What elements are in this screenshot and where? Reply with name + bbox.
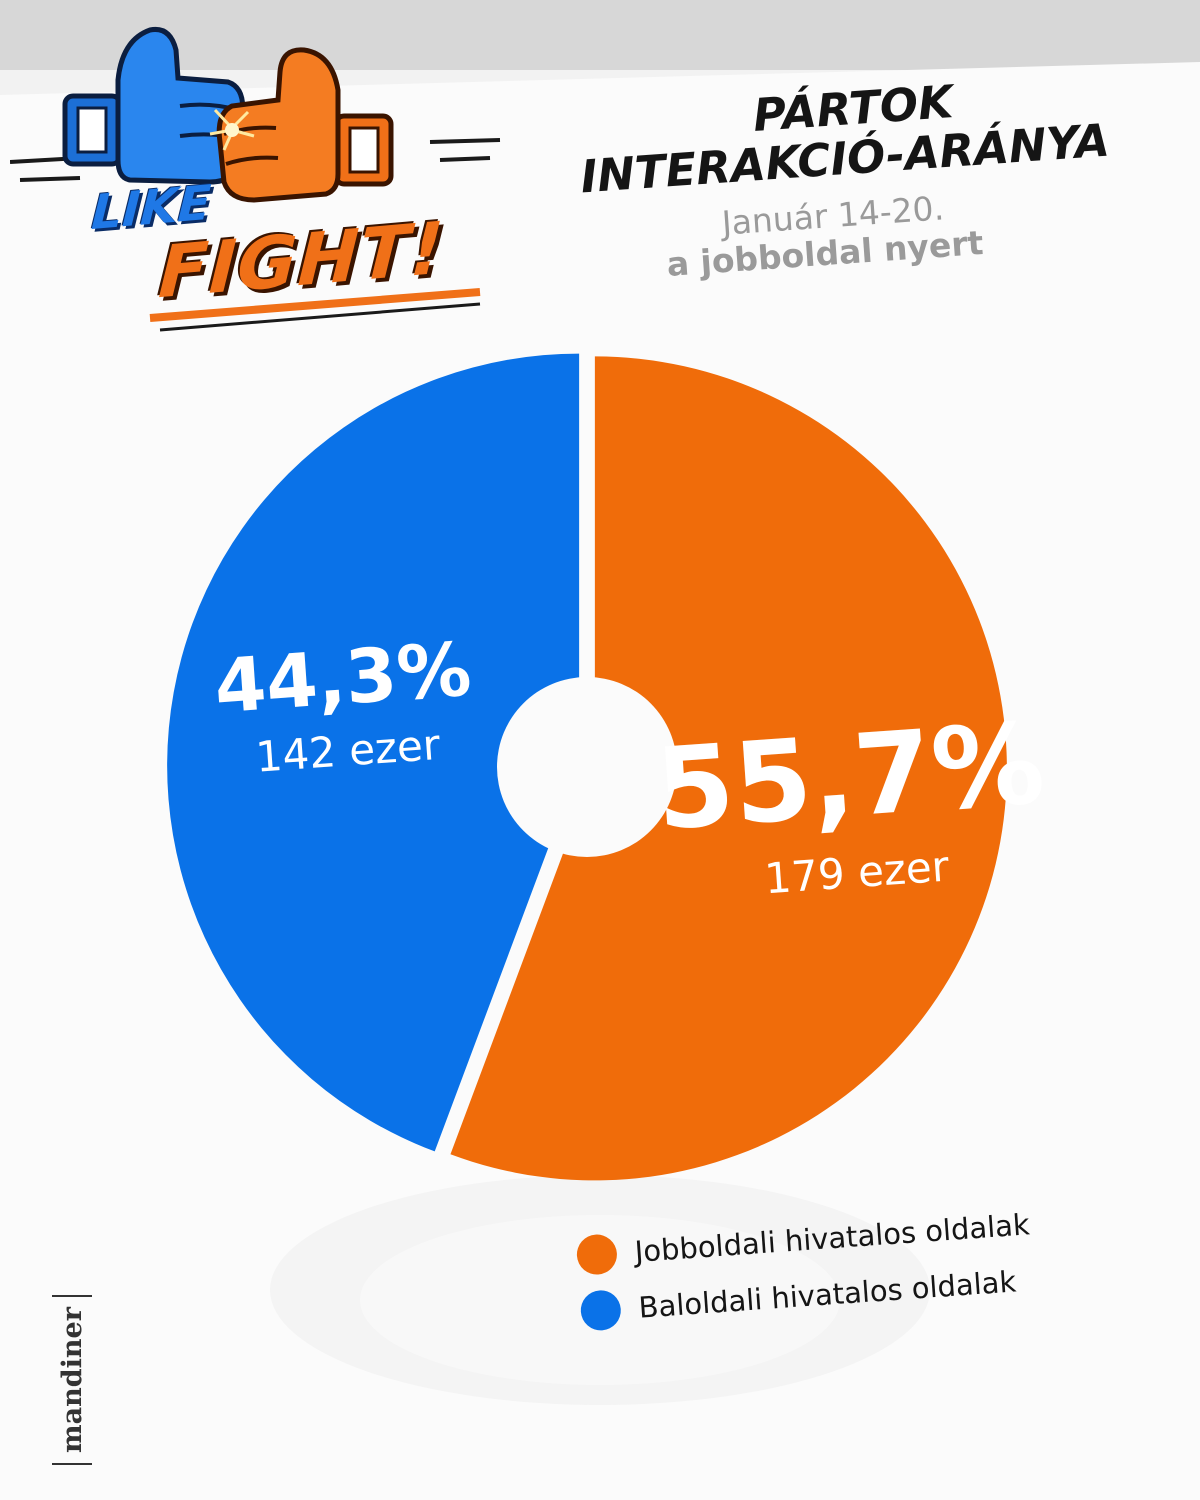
slice-percent-label: 55,7% bbox=[652, 699, 1049, 856]
top-band bbox=[0, 0, 1200, 70]
slice-percent-label: 44,3% bbox=[212, 627, 474, 731]
legend-swatch-blue bbox=[579, 1289, 623, 1332]
boxing-gloves-icon bbox=[9, 26, 501, 332]
publisher-name: mandiner bbox=[52, 1295, 92, 1465]
publisher-brand: mandiner bbox=[52, 1295, 92, 1465]
pie-slice-0 bbox=[450, 356, 1007, 1181]
pie-slice-1 bbox=[167, 353, 580, 1152]
legend-swatch-orange bbox=[575, 1233, 619, 1276]
donut-hole bbox=[497, 677, 677, 857]
like-fight-logo: LIKE FIGHT! bbox=[9, 10, 510, 340]
